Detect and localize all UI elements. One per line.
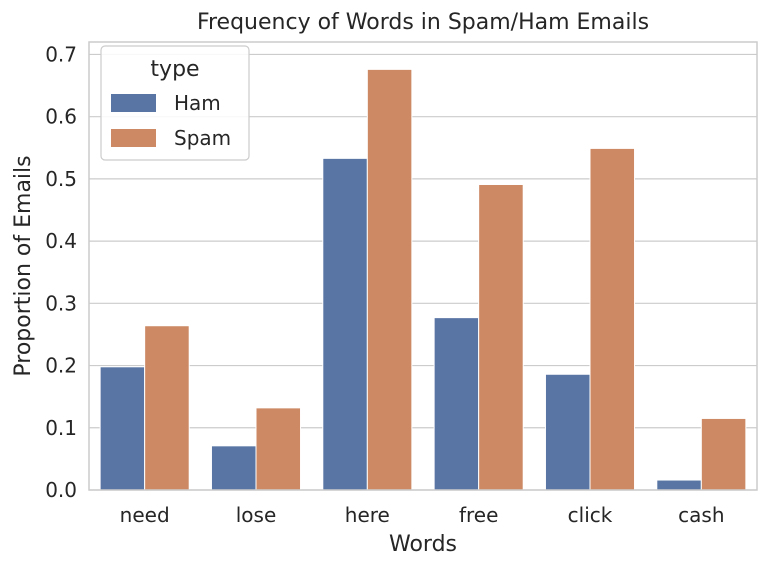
y-tick-label: 0.2 — [45, 354, 77, 378]
bar-spam-lose — [255, 407, 302, 491]
plot-frame — [88, 41, 758, 491]
bars — [99, 68, 747, 491]
bar-spam-cash — [700, 417, 747, 491]
legend-title: type — [150, 57, 199, 82]
y-tick-label: 0.1 — [45, 416, 77, 440]
legend-swatch-spam — [111, 129, 156, 147]
bar-spam-free — [478, 183, 524, 491]
y-tick-label: 0.0 — [45, 478, 77, 502]
y-tick-label: 0.7 — [45, 42, 77, 66]
y-tick-label: 0.4 — [45, 229, 77, 253]
bar-ham-here — [322, 157, 368, 491]
bar-ham-need — [99, 366, 146, 491]
x-tick-label: lose — [236, 503, 277, 527]
legend-label-spam: Spam — [174, 126, 231, 150]
x-axis-ticks: need lose here free click cash — [120, 503, 725, 527]
legend-items: Ham Spam — [111, 91, 231, 150]
x-axis-label: Words — [389, 532, 457, 557]
bar-spam-need — [144, 325, 190, 491]
bar-ham-free — [433, 317, 480, 491]
bar-spam-here — [366, 68, 413, 491]
y-tick-label: 0.3 — [45, 291, 77, 315]
x-tick-label: cash — [678, 503, 724, 527]
bar-spam-click — [589, 147, 636, 491]
bar-ham-cash — [656, 479, 702, 491]
y-tick-label: 0.6 — [45, 105, 77, 129]
legend-swatch-ham — [111, 94, 156, 112]
y-axis-label: Proportion of Emails — [11, 155, 36, 376]
legend-label-ham: Ham — [174, 91, 221, 115]
x-tick-label: here — [345, 503, 390, 527]
x-tick-label: need — [120, 503, 170, 527]
x-tick-label: free — [459, 503, 498, 527]
x-tick-label: click — [568, 503, 613, 527]
chart-title: Frequency of Words in Spam/Ham Emails — [197, 10, 649, 35]
y-axis-ticks: 0.0 0.1 0.2 0.3 0.4 0.5 0.6 0.7 — [45, 42, 77, 502]
y-tick-label: 0.5 — [45, 167, 77, 191]
bar-ham-click — [544, 373, 591, 491]
legend: type Ham Spam — [100, 45, 250, 161]
bar-ham-lose — [210, 445, 257, 491]
